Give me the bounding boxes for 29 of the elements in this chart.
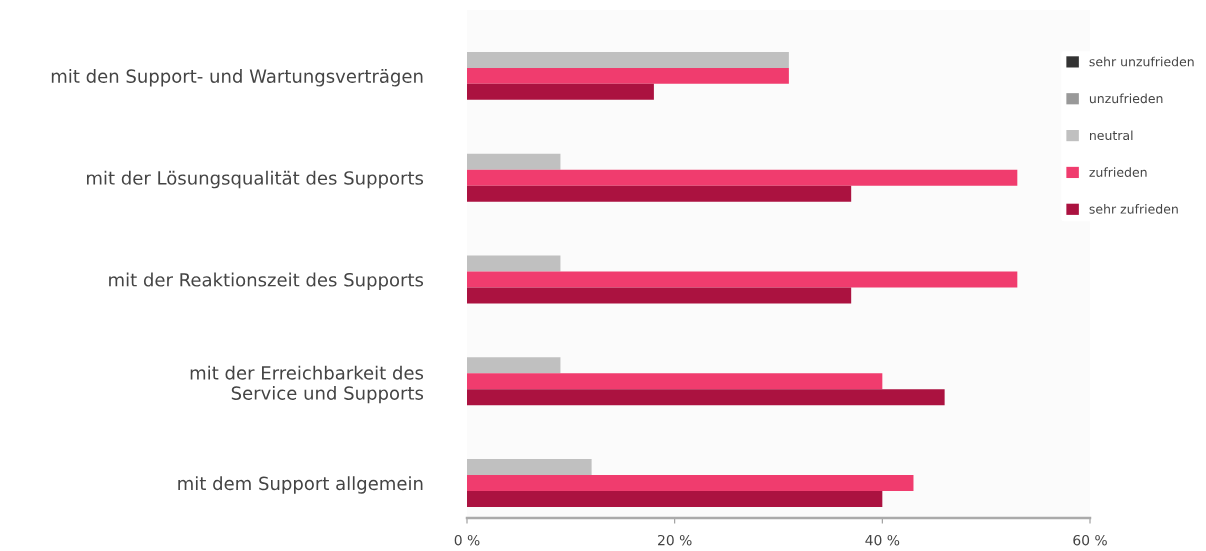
x-tick-label: 0 % xyxy=(454,534,480,546)
bar xyxy=(467,475,914,492)
legend-label: neutral xyxy=(1090,130,1133,141)
bar xyxy=(467,153,561,170)
bar xyxy=(467,185,852,202)
y-tick-label: mit dem Support allgemein xyxy=(178,476,423,494)
bar xyxy=(467,491,883,508)
y-tick-label: mit der Lösungsqualität des Supports xyxy=(87,170,424,189)
bar xyxy=(467,51,789,68)
bar xyxy=(467,357,561,374)
bar xyxy=(467,169,1018,186)
legend-label: unzufrieden xyxy=(1089,93,1163,104)
y-tick-label: mit der Erreichbarkeit des Service und Supports xyxy=(190,365,424,404)
x-tick-label: 60 % xyxy=(1073,534,1107,546)
x-tick-label: 40 % xyxy=(865,534,900,546)
bar xyxy=(467,255,561,272)
legend-label: zufrieden xyxy=(1089,167,1147,177)
bar xyxy=(467,459,592,476)
x-tick-label: 20 % xyxy=(658,534,692,546)
y-tick-label: mit den Support- und Wartungsverträgen xyxy=(51,69,423,87)
bar xyxy=(467,287,852,304)
bar xyxy=(467,67,789,84)
y-tick-label: mit der Reaktionszeit des Supports xyxy=(109,272,424,291)
bar xyxy=(467,373,883,390)
bar xyxy=(467,389,945,406)
bar xyxy=(467,83,654,100)
bar xyxy=(467,271,1018,288)
legend-label: sehr zufrieden xyxy=(1089,204,1178,214)
legend-label: sehr unzufrieden xyxy=(1089,56,1194,67)
